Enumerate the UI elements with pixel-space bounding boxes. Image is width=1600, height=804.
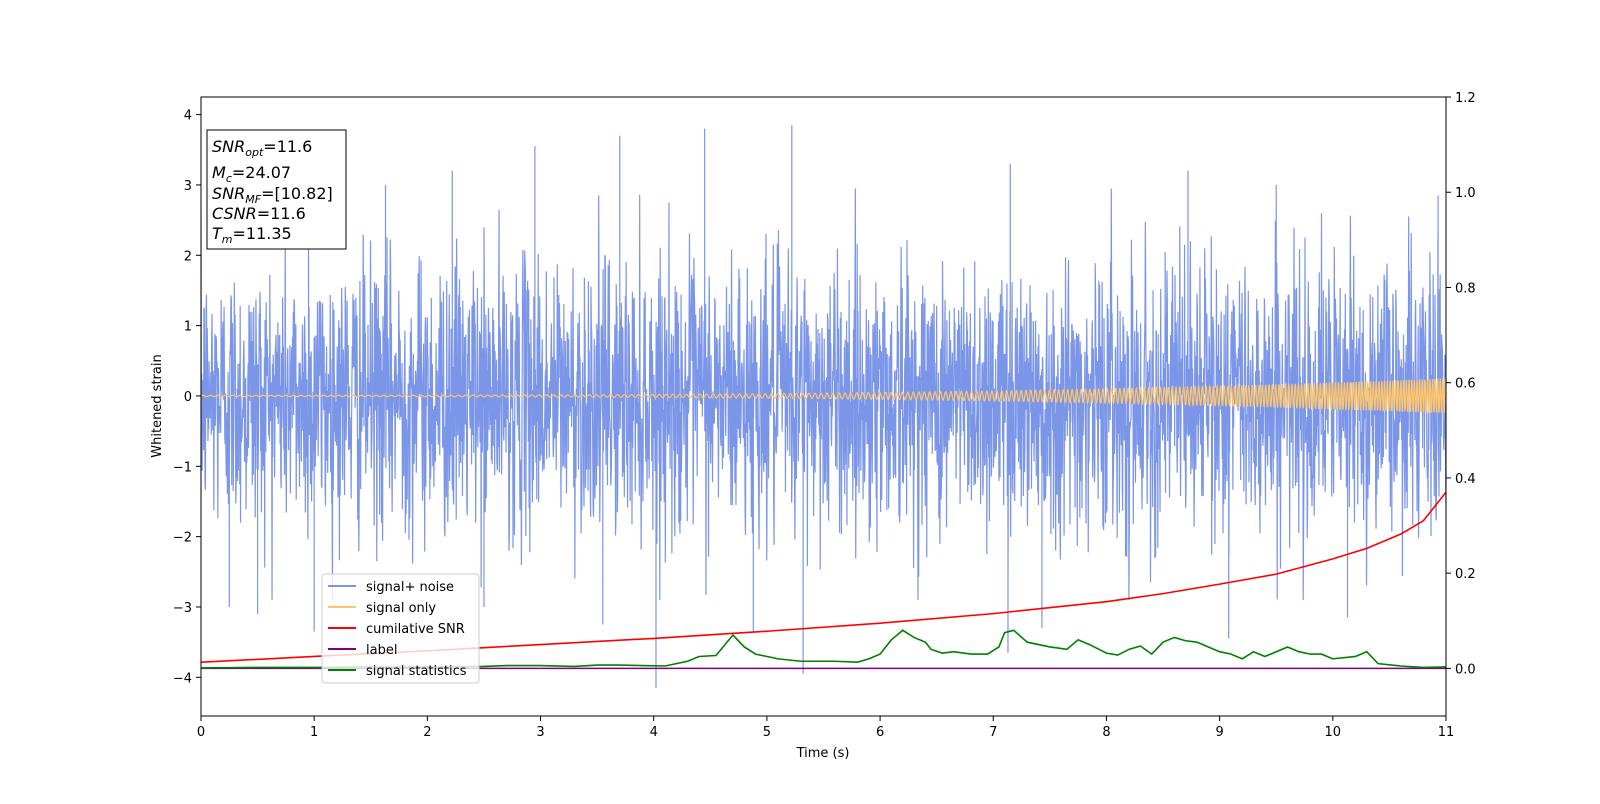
legend-label-signal-statistics: signal statistics — [366, 664, 467, 679]
legend-label-cumulative-snr: cumilative SNR — [366, 622, 465, 637]
y-tick-label: 4 — [184, 109, 192, 124]
x-tick-label: 11 — [1438, 725, 1455, 740]
y-right-tick-label: 1.0 — [1455, 186, 1476, 201]
y-right-tick-label: 0.0 — [1455, 662, 1476, 677]
x-tick-label: 4 — [650, 725, 658, 740]
y-tick-label: 1 — [184, 320, 192, 335]
x-tick-label: 0 — [197, 725, 205, 740]
x-axis-label: Time (s) — [796, 746, 850, 761]
y-right-tick-label: 1.2 — [1455, 91, 1476, 106]
y-right-tick-label: 0.2 — [1455, 567, 1476, 582]
annotation-mc: Mc=24.07 — [212, 163, 291, 185]
annotation-csnr: CSNR=11.6 — [212, 204, 306, 223]
x-tick-label: 3 — [536, 725, 544, 740]
y-tick-label: 0 — [184, 390, 192, 405]
legend-label-label: label — [366, 643, 397, 658]
x-tick-label: 8 — [1102, 725, 1110, 740]
y-right-tick-label: 0.8 — [1455, 281, 1476, 296]
y-right-tick-label: 0.6 — [1455, 377, 1476, 392]
annotation-frame — [206, 129, 347, 250]
legend-frame — [321, 573, 480, 684]
series-signal-noise — [201, 125, 1446, 688]
y-tick-label: 3 — [184, 179, 192, 194]
annotation-snr-mf: SNRMF=[10.82] — [212, 184, 333, 206]
series-cumulative-snr — [201, 491, 1446, 663]
y-axis-left: −4 −3 −2 −1 0 1 2 3 4 — [173, 109, 201, 686]
x-tick-label: 10 — [1325, 725, 1342, 740]
y-tick-label: −2 — [173, 531, 192, 546]
legend-label-signal-noise: signal+ noise — [366, 580, 454, 595]
y-axis-right: 0.0 0.2 0.4 0.6 0.8 1.0 1.2 — [1446, 91, 1476, 677]
series-signal-statistics — [201, 629, 1446, 669]
legend-label-signal-only: signal only — [366, 601, 436, 616]
y-axis-label: Whitened strain — [150, 354, 165, 457]
y-right-tick-label: 0.4 — [1455, 472, 1476, 487]
plot-frame — [200, 96, 1447, 717]
x-axis: 0 1 2 3 4 5 6 7 8 9 10 11 — [197, 716, 1454, 740]
legend: signal+ noise signal only cumilative SNR… — [321, 573, 480, 684]
x-tick-label: 2 — [423, 725, 431, 740]
x-tick-label: 6 — [876, 725, 884, 740]
y-tick-label: 2 — [184, 249, 192, 264]
series-signal-only — [201, 378, 1446, 414]
x-tick-label: 1 — [310, 725, 318, 740]
y-tick-label: −4 — [173, 671, 192, 686]
annotation-snr-opt: SNRopt=11.6 — [212, 137, 312, 159]
y-tick-label: −1 — [173, 460, 192, 475]
annotation-box: SNRopt=11.6 Mc=24.07 SNRMF=[10.82] CSNR=… — [206, 129, 347, 250]
x-tick-label: 5 — [763, 725, 771, 740]
y-tick-label: −3 — [173, 601, 192, 616]
x-tick-label: 7 — [989, 725, 997, 740]
x-tick-label: 9 — [1215, 725, 1223, 740]
annotation-tm: Tm=11.35 — [212, 224, 292, 246]
